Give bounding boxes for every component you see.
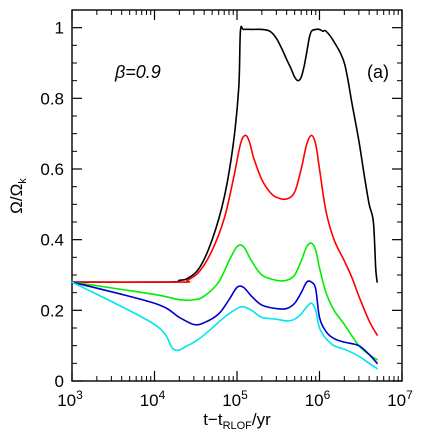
panel-label: (a) (367, 62, 389, 82)
x-tick-label: 105 (222, 388, 248, 410)
x-tick-label-base: 10 (387, 391, 406, 410)
series-line-4 (71, 280, 378, 365)
y-tick-label: 0 (55, 372, 64, 391)
minor-ticks (72, 10, 402, 381)
x-tick-label-base: 10 (140, 391, 159, 410)
series-layer (71, 25, 378, 370)
series-line-5 (71, 281, 378, 370)
x-axis-title-tail: /yr (252, 410, 271, 429)
series-line-2 (71, 134, 378, 336)
x-tick-label-exponent: 5 (241, 388, 248, 402)
x-tick-label-exponent: 6 (324, 388, 331, 402)
x-axis-title: t−tRLOF/yr (203, 410, 271, 432)
x-tick-label-base: 10 (305, 391, 324, 410)
beta-annotation: β=0.9 (114, 62, 161, 82)
x-tick-label: 104 (140, 388, 166, 410)
y-tick-label: 0.6 (40, 160, 64, 179)
series-line-1 (71, 25, 378, 283)
x-axis-title-sub: RLOF (223, 420, 253, 432)
y-tick-label: 0.4 (40, 231, 64, 250)
major-ticks (71, 10, 403, 382)
x-tick-label-exponent: 3 (76, 388, 83, 402)
x-tick-label-exponent: 7 (406, 388, 413, 402)
y-axis-title-main: Ω/Ω (7, 184, 26, 214)
x-tick-label: 107 (387, 388, 413, 410)
y-axis-title: Ω/Ωk (7, 178, 29, 214)
y-tick-label: 0.8 (40, 89, 64, 108)
x-tick-label-base: 10 (222, 391, 241, 410)
x-tick-label-exponent: 4 (159, 388, 166, 402)
x-tick-label: 106 (305, 388, 331, 410)
x-axis-title-main: t−t (203, 410, 223, 429)
x-tick-label: 103 (57, 388, 83, 410)
y-tick-label: 1 (55, 19, 64, 38)
y-axis-title-sub: k (17, 178, 29, 184)
y-tick-label: 0.2 (40, 301, 64, 320)
x-tick-label-base: 10 (57, 391, 76, 410)
series-line-3 (71, 242, 378, 361)
